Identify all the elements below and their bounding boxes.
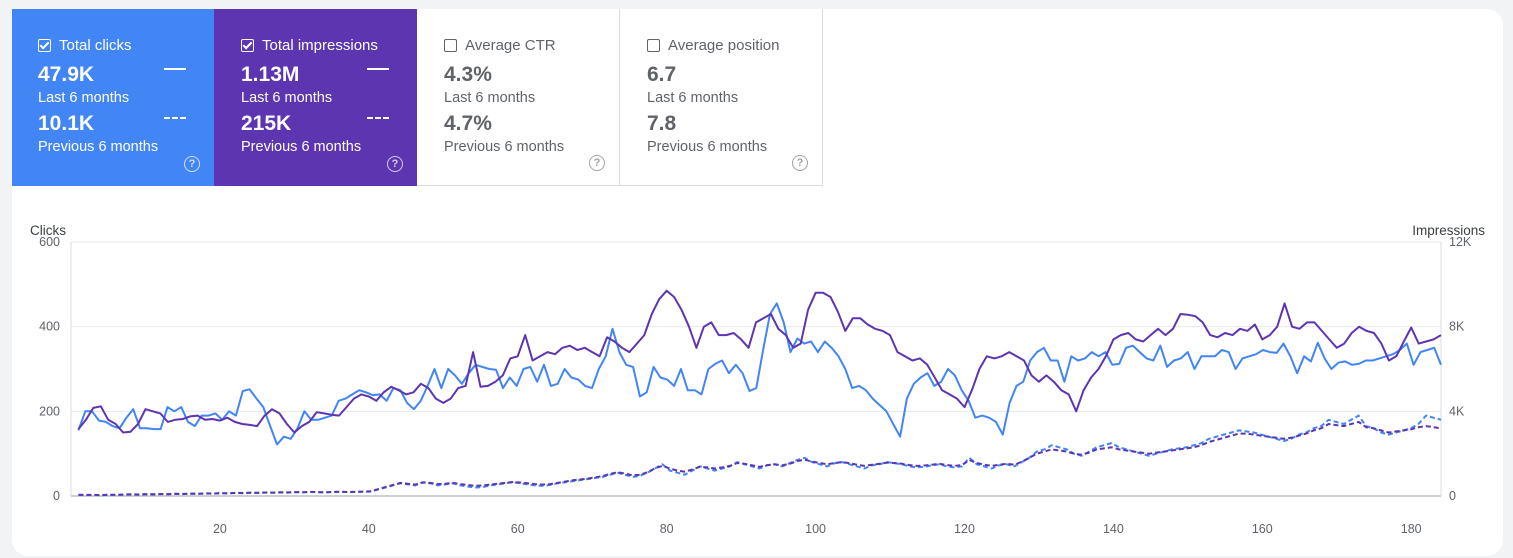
current-period: Last 6 months [444,90,536,106]
series-line-impressions-dashed [78,420,1442,497]
y-right-axis-title: Impressions [1412,223,1485,238]
previous-period: Previous 6 months [241,139,362,155]
series-line-clicks-solid [77,289,1442,434]
dashed-line-legend-icon [164,117,186,119]
average-position-card[interactable]: Average position 6.7 Last 6 months 7.8 P… [620,9,823,186]
current-period: Last 6 months [38,90,130,106]
dashed-line-legend-icon [367,117,389,119]
help-icon[interactable]: ? [792,155,808,171]
series-line-clicks-solid [77,302,1442,446]
x-tick-label: 160 [1252,522,1273,536]
current-value: 1.13M [241,63,300,86]
checkbox-checked-icon[interactable] [38,38,51,52]
help-icon[interactable]: ? [387,156,403,172]
help-icon[interactable]: ? [589,155,605,171]
card-label: Total clicks [59,36,132,54]
y-left-tick-label: 0 [53,489,60,503]
checkbox-unchecked-icon[interactable] [647,38,660,52]
y-right-tick-label: 4K [1449,404,1465,418]
x-tick-label: 100 [805,522,826,536]
x-tick-label: 120 [954,522,975,536]
y-right-tick-label: 0 [1449,489,1456,503]
previous-value: 10.1K [38,112,95,135]
y-right-tick-label: 12K [1449,235,1472,249]
current-value: 4.3% [444,63,492,86]
previous-value: 7.8 [647,112,677,135]
x-tick-label: 20 [213,522,227,536]
help-icon[interactable]: ? [184,156,200,172]
checkbox-unchecked-icon[interactable] [444,38,457,52]
previous-period: Previous 6 months [647,139,768,155]
total-clicks-card[interactable]: Total clicks 47.9K Last 6 months 10.1K P… [12,9,214,186]
card-label: Average CTR [465,36,556,54]
performance-line-chart[interactable]: Clicks Impressions 0 0 200 4K 400 8K 600 12K 20 40 6… [12,204,1503,544]
x-tick-label: 140 [1103,522,1124,536]
current-period: Last 6 months [241,90,333,106]
total-impressions-card[interactable]: Total impressions 1.13M Last 6 months 21… [214,9,417,186]
y-right-tick-label: 8K [1449,320,1465,334]
previous-period: Previous 6 months [444,139,565,155]
current-value: 6.7 [647,63,677,86]
performance-panel: Total clicks 47.9K Last 6 months 10.1K P… [12,9,1503,556]
checkbox-checked-icon[interactable] [241,38,254,52]
y-left-tick-label: 400 [39,320,60,334]
x-tick-label: 80 [660,522,674,536]
previous-value: 4.7% [444,112,492,135]
y-left-axis-title: Clicks [30,223,66,238]
x-tick-label: 40 [362,522,376,536]
x-tick-label: 60 [511,522,525,536]
card-label: Average position [668,36,780,54]
metric-cards: Total clicks 47.9K Last 6 months 10.1K P… [12,9,823,186]
card-label: Total impressions [262,36,378,54]
current-period: Last 6 months [647,90,739,106]
current-value: 47.9K [38,63,95,86]
solid-line-legend-icon [164,68,186,70]
y-left-tick-label: 200 [39,404,60,418]
x-tick-label: 180 [1401,522,1422,536]
previous-value: 215K [241,112,292,135]
average-ctr-card[interactable]: Average CTR 4.3% Last 6 months 4.7% Prev… [417,9,620,186]
previous-period: Previous 6 months [38,139,159,155]
y-left-tick-label: 600 [39,235,60,249]
solid-line-legend-icon [367,68,389,70]
series-line-impressions-dashed [78,414,1442,497]
